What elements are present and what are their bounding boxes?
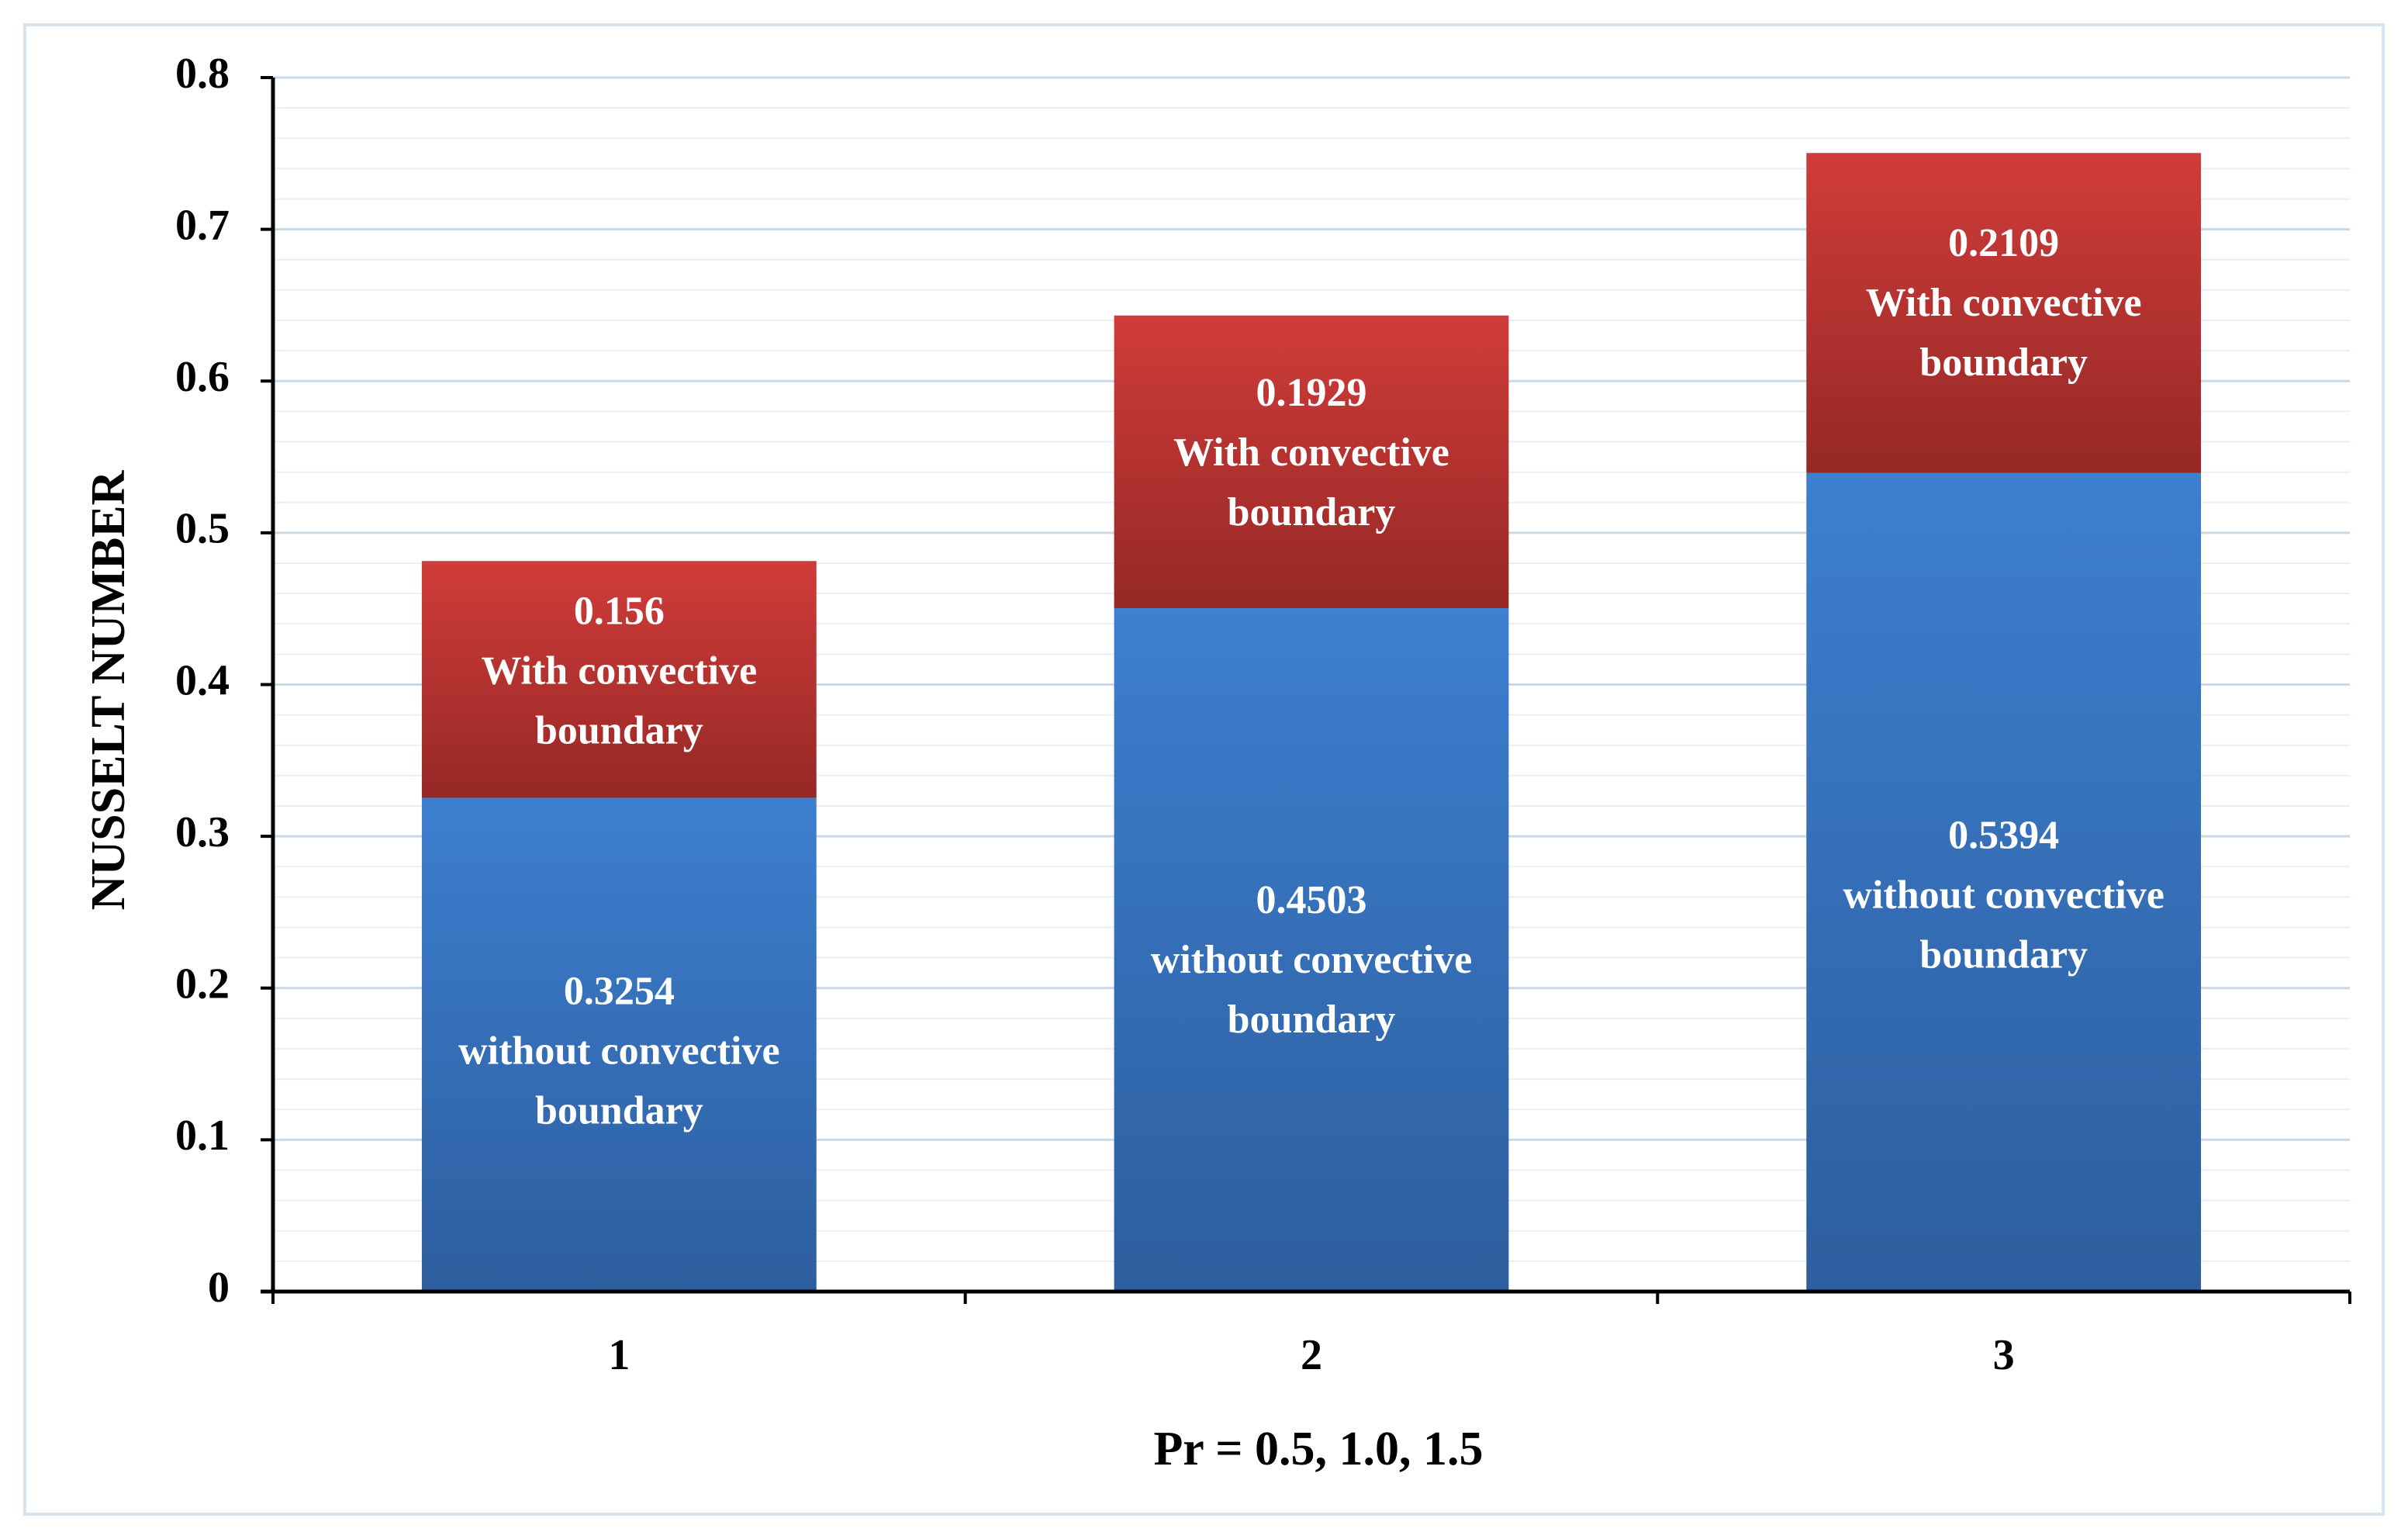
data-label-text: without convective: [1151, 938, 1472, 982]
y-tick-label: 0.6: [175, 353, 230, 401]
y-tick-label: 0.5: [175, 505, 230, 553]
data-label: 0.156: [574, 590, 665, 634]
x-tick-labels: 1 2 3: [608, 1331, 2014, 1379]
data-label-text: boundary: [1228, 490, 1396, 534]
data-label-text: boundary: [1919, 932, 2088, 977]
axes: [261, 76, 2351, 1304]
data-label: 0.5394: [1948, 813, 2059, 857]
bars: [421, 153, 2202, 1292]
y-tick-label: 0.4: [175, 656, 230, 704]
data-label-text: without convective: [1843, 873, 2164, 917]
data-label: 0.2109: [1948, 221, 2059, 265]
data-label-text: without convective: [458, 1029, 779, 1073]
data-label-text: boundary: [1228, 998, 1396, 1042]
x-axis-title: Pr = 0.5, 1.0, 1.5: [1153, 1423, 1483, 1475]
data-label-text: boundary: [535, 1088, 703, 1133]
y-tick-label: 0.8: [175, 50, 230, 98]
data-label: 0.1929: [1256, 371, 1367, 415]
data-label-text: With convective: [481, 649, 757, 693]
y-tick-label: 0.3: [175, 808, 230, 856]
x-tick-label: 1: [608, 1331, 630, 1379]
data-label-text: With convective: [1866, 281, 2142, 325]
bar-segment-without-convective: [1114, 608, 1509, 1292]
bar-segment-without-convective: [421, 797, 817, 1292]
bar-segment-with-convective: [421, 561, 817, 798]
bar-segment-with-convective: [1806, 153, 2202, 473]
data-label-text: With convective: [1173, 431, 1449, 475]
y-tick-labels: 0 0.1 0.2 0.3 0.4 0.5 0.6 0.7 0.8: [175, 50, 230, 1312]
y-axis-title: NUSSELT NUMBER: [82, 469, 135, 910]
bar-labels: 0.3254 without convective boundary 0.156 Wit…: [458, 221, 2164, 1133]
y-tick-label: 0.1: [175, 1112, 230, 1160]
x-tick-label: 3: [1993, 1331, 2015, 1379]
x-tick-label: 2: [1301, 1331, 1322, 1379]
y-tick-label: 0.2: [175, 960, 230, 1008]
data-label: 0.4503: [1256, 878, 1367, 922]
data-label-text: boundary: [535, 709, 703, 753]
data-label: 0.3254: [564, 969, 675, 1013]
bar-segment-without-convective: [1806, 472, 2202, 1292]
bar-segment-with-convective: [1114, 315, 1509, 609]
y-tick-label: 0: [208, 1264, 230, 1312]
y-tick-label: 0.7: [175, 201, 230, 249]
data-label-text: boundary: [1919, 341, 2088, 385]
